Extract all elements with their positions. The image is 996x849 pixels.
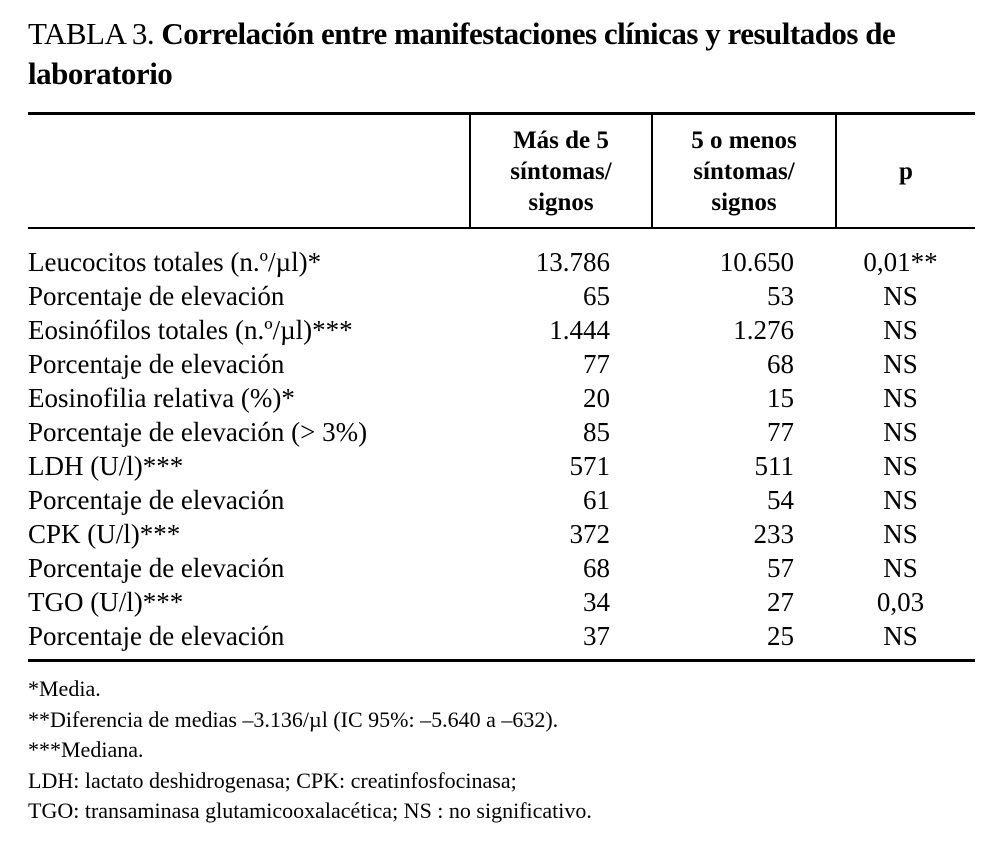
title-text: Correlación entre manifestaciones clínic…	[28, 16, 896, 91]
row-label: TGO (U/l)***	[28, 587, 184, 617]
row-label: Porcentaje de elevación	[28, 349, 285, 379]
header-blank	[28, 112, 470, 229]
header-line: Más de 5	[513, 126, 609, 154]
cell: NS	[883, 451, 918, 481]
table-row: TGO (U/l)*** 34 27 0,03	[28, 585, 975, 619]
row-label: Porcentaje de elevación (> 3%)	[28, 417, 368, 447]
row-label: Eosinofilia relativa (%)*	[28, 383, 295, 413]
cell: 27	[767, 587, 794, 617]
footnote: LDH: lactato deshidrogenasa; CPK: creati…	[28, 767, 517, 793]
cell: 15	[767, 383, 794, 413]
table-row: CPK (U/l)*** 372 233 NS	[28, 517, 975, 551]
header-line: signos	[711, 188, 777, 216]
cell: 0,03	[876, 587, 925, 617]
table-row: Porcentaje de elevación (> 3%) 85 77 NS	[28, 415, 975, 449]
table-row: LDH (U/l)*** 571 511 NS	[28, 449, 975, 483]
row-label: Leucocitos totales (n.º/µl)*	[28, 247, 322, 277]
cell: 1.444	[549, 315, 610, 345]
table-row: Porcentaje de elevación 37 25 NS	[28, 619, 975, 662]
row-label: Porcentaje de elevación	[28, 281, 285, 311]
table-row: Porcentaje de elevación 61 54 NS	[28, 483, 975, 517]
table-row: Porcentaje de elevación 65 53 NS	[28, 279, 975, 313]
title-label: TABLA 3.	[28, 16, 155, 51]
cell: 53	[767, 281, 794, 311]
data-table: Más de 5 síntomas/signos 5 o menos síntomas…	[28, 112, 975, 662]
row-label: Porcentaje de elevación	[28, 619, 470, 662]
cell: NS	[883, 315, 918, 345]
cell: 85	[583, 417, 610, 447]
cell: 57	[767, 553, 794, 583]
cell: NS	[883, 349, 918, 379]
footnote: TGO: transaminasa glutamicooxalacética; …	[28, 798, 592, 823]
row-label: Eosinófilos totales (n.º/µl)***	[28, 315, 353, 345]
header-line: síntomas/	[510, 157, 612, 185]
table-row: Leucocitos totales (n.º/µl)* 13.786 10.650…	[28, 228, 975, 279]
table-row: Eosinófilos totales (n.º/µl)*** 1.444 1.27…	[28, 313, 975, 347]
cell: 34	[583, 587, 610, 617]
cell: NS	[836, 619, 975, 662]
cell: 1.276	[733, 315, 794, 345]
cell: NS	[883, 383, 918, 413]
cell: 37	[470, 619, 652, 662]
footnotes: *Media. **Diferencia de medias –3.136/µl …	[28, 674, 592, 827]
cell: 65	[583, 281, 610, 311]
cell: NS	[883, 553, 918, 583]
cell: 511	[754, 451, 795, 481]
cell: 25	[652, 619, 836, 662]
column-header: p	[835, 112, 975, 229]
table-body: Leucocitos totales (n.º/µl)* 13.786 10.650…	[28, 228, 975, 662]
cell: 10.650	[719, 247, 794, 277]
table-title: TABLA 3. Correlación entre manifestacion…	[28, 14, 978, 94]
footnote: ***Mediana.	[28, 737, 144, 762]
row-label: LDH (U/l)***	[28, 451, 184, 481]
footnote: **Diferencia de medias –3.136/µl (IC 95%…	[28, 706, 559, 732]
row-label: Porcentaje de elevación	[28, 485, 285, 515]
row-label: Porcentaje de elevación	[28, 553, 285, 583]
column-header: 5 o menos síntomas/signos	[651, 112, 836, 229]
header-line: p	[899, 157, 913, 185]
cell: 0,01**	[863, 247, 938, 277]
header-line: signos	[528, 188, 594, 216]
cell: 77	[767, 417, 794, 447]
cell: 20	[583, 383, 610, 413]
cell: NS	[883, 485, 918, 515]
row-label: CPK (U/l)***	[28, 519, 181, 549]
cell: 372	[569, 519, 611, 549]
cell: 13.786	[535, 247, 610, 277]
cell: 54	[767, 485, 794, 515]
header-line: síntomas/	[693, 157, 795, 185]
cell: NS	[883, 281, 918, 311]
footnote: *Media.	[28, 676, 101, 701]
cell: 68	[583, 553, 610, 583]
header-row: Más de 5 síntomas/signos 5 o menos síntomas…	[28, 112, 975, 229]
cell: 68	[767, 349, 794, 379]
column-header: Más de 5 síntomas/signos	[469, 112, 652, 229]
cell: 61	[583, 485, 610, 515]
cell: NS	[883, 519, 918, 549]
cell: NS	[883, 417, 918, 447]
cell: 571	[569, 451, 611, 481]
table-row: Porcentaje de elevación 77 68 NS	[28, 347, 975, 381]
table-row: Eosinofilia relativa (%)* 20 15 NS	[28, 381, 975, 415]
cell: 77	[583, 349, 610, 379]
table-row: Porcentaje de elevación 68 57 NS	[28, 551, 975, 585]
cell: 233	[753, 519, 795, 549]
header-line: 5 o menos	[691, 126, 797, 154]
